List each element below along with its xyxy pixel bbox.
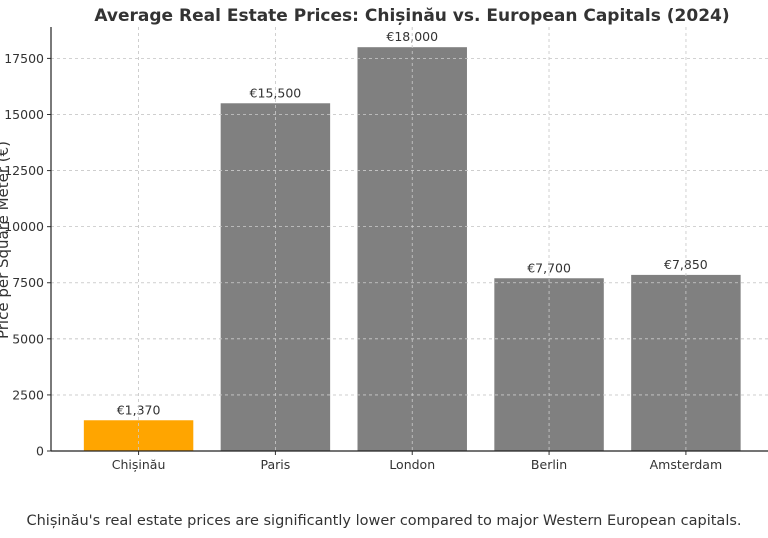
y-tick-label: 10000 [4, 219, 44, 234]
x-tick-label: Chișinău [112, 457, 166, 472]
footnote-caption: Chișinău's real estate prices are signif… [26, 513, 742, 529]
data-label: €15,500 [250, 85, 302, 100]
y-tick-label: 5000 [12, 331, 44, 346]
data-label: €18,000 [386, 29, 438, 44]
y-tick-label: 15000 [4, 107, 44, 122]
y-tick-label: 0 [36, 444, 44, 459]
x-tick-label: Amsterdam [650, 457, 723, 472]
y-tick-label: 17500 [4, 51, 44, 66]
chart-title: Average Real Estate Prices: Chișinău vs.… [94, 6, 729, 26]
data-label: €1,370 [117, 402, 161, 417]
y-axis-label: Price per Square Meter (€) [0, 141, 12, 339]
x-tick-label: Berlin [531, 457, 567, 472]
y-tick-label: 7500 [12, 275, 44, 290]
data-label: €7,850 [664, 257, 708, 272]
x-tick-label: Paris [261, 457, 291, 472]
y-tick-label: 2500 [12, 387, 44, 402]
x-tick-label: London [389, 457, 435, 472]
y-tick-label: 12500 [4, 163, 44, 178]
